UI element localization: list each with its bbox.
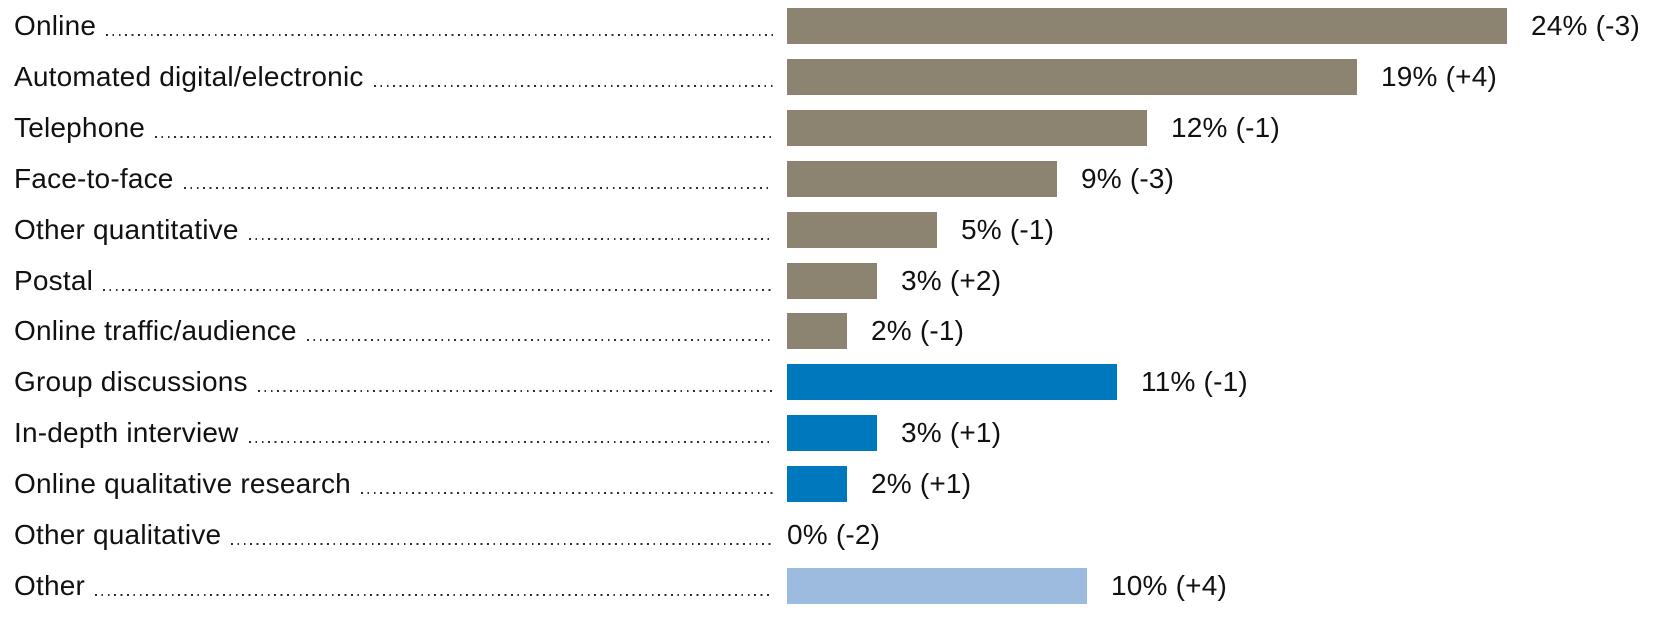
bar — [787, 465, 847, 502]
value-label: 0% (-2) — [787, 518, 881, 550]
category-label: In-depth interview — [14, 417, 239, 449]
bar — [787, 8, 1507, 45]
label-column: Other — [0, 569, 773, 601]
label-column: Online traffic/audience — [0, 317, 773, 345]
bar-column: 3% (+2) — [773, 262, 1660, 299]
value-label: 10% (+4) — [1111, 569, 1227, 601]
chart-row: Other 10% (+4) — [0, 560, 1660, 611]
bar-column: 12% (-1) — [773, 110, 1660, 147]
leader-dots — [306, 339, 773, 342]
bar — [787, 313, 847, 350]
category-label: Other quantitative — [14, 213, 239, 245]
label-column: Other qualitative — [0, 518, 773, 550]
value-label: 3% (+2) — [901, 264, 1002, 296]
bar — [787, 364, 1117, 401]
leader-dots — [183, 186, 773, 189]
leader-dots — [360, 491, 773, 494]
bar-column: 5% (-1) — [773, 211, 1660, 248]
bar — [787, 59, 1357, 96]
label-column: Automated digital/electronic — [0, 63, 773, 91]
category-label: Telephone — [14, 112, 146, 144]
chart-row: Group discussions 11% (-1) — [0, 357, 1660, 408]
chart-row: Face-to-face 9% (-3) — [0, 153, 1660, 204]
value-label: 12% (-1) — [1171, 112, 1280, 144]
chart-row: Online 24% (-3) — [0, 1, 1660, 52]
leader-dots — [231, 542, 773, 545]
category-label: Other qualitative — [14, 518, 222, 550]
bar — [787, 211, 937, 248]
category-label: Face-to-face — [14, 162, 174, 194]
bar — [787, 160, 1057, 197]
category-label: Other — [14, 569, 86, 601]
leader-dots — [95, 593, 773, 596]
label-column: In-depth interview — [0, 419, 773, 447]
leader-dots — [248, 441, 773, 444]
value-label: 24% (-3) — [1531, 10, 1640, 42]
chart-row: Online traffic/audience 2% (-1) — [0, 306, 1660, 357]
bar-column: 0% (-2) — [773, 518, 1660, 550]
bar — [787, 415, 877, 452]
leader-dots — [155, 136, 773, 139]
bar — [787, 110, 1147, 147]
label-column: Other quantitative — [0, 213, 773, 245]
bar-column: 2% (+1) — [773, 465, 1660, 502]
chart-row: Other quantitative 5% (-1) — [0, 204, 1660, 255]
leader-dots — [103, 288, 773, 291]
value-label: 5% (-1) — [961, 213, 1055, 245]
bar — [787, 262, 877, 299]
bar — [787, 567, 1087, 604]
leader-dots — [373, 85, 773, 88]
category-label: Online — [14, 10, 97, 42]
chart-row: Automated digital/electronic 19% (+4) — [0, 52, 1660, 103]
bar-column: 19% (+4) — [773, 59, 1660, 96]
category-label: Online qualitative research — [14, 467, 351, 499]
chart-row: Postal 3% (+2) — [0, 255, 1660, 306]
value-label: 2% (-1) — [871, 315, 965, 347]
leader-dots — [257, 390, 773, 393]
label-column: Online qualitative research — [0, 467, 773, 499]
leader-dots — [248, 237, 773, 240]
label-column: Postal — [0, 264, 773, 296]
bar-column: 3% (+1) — [773, 415, 1660, 452]
category-label: Postal — [14, 264, 94, 296]
bar-column: 2% (-1) — [773, 313, 1660, 350]
value-label: 9% (-3) — [1081, 162, 1175, 194]
category-label: Automated digital/electronic — [14, 61, 364, 93]
bar-column: 24% (-3) — [773, 8, 1660, 45]
label-column: Face-to-face — [0, 162, 773, 194]
chart-row: Other qualitative 0% (-2) — [0, 509, 1660, 560]
value-label: 2% (+1) — [871, 467, 972, 499]
value-label: 3% (+1) — [901, 417, 1002, 449]
chart-row: Online qualitative research 2% (+1) — [0, 458, 1660, 509]
label-column: Online — [0, 12, 773, 40]
chart-row: Telephone 12% (-1) — [0, 103, 1660, 154]
bar-column: 10% (+4) — [773, 567, 1660, 604]
chart-row: In-depth interview 3% (+1) — [0, 408, 1660, 459]
leader-dots — [106, 34, 773, 37]
bar-column: 11% (-1) — [773, 364, 1660, 401]
bar-column: 9% (-3) — [773, 160, 1660, 197]
label-column: Telephone — [0, 114, 773, 142]
category-label: Group discussions — [14, 366, 248, 398]
value-label: 19% (+4) — [1381, 61, 1497, 93]
label-column: Group discussions — [0, 368, 773, 396]
value-label: 11% (-1) — [1141, 366, 1248, 398]
category-label: Online traffic/audience — [14, 315, 297, 347]
